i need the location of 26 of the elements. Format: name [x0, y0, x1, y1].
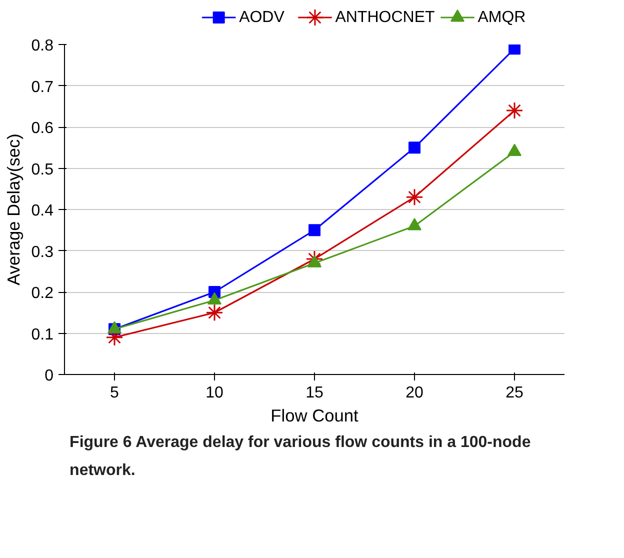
legend-label: AODV	[239, 9, 285, 26]
y-axis-title: Average Delay(sec)	[3, 134, 24, 286]
y-tick-label: 0.5	[31, 161, 54, 178]
point	[406, 188, 424, 206]
y-tick-label: 0.1	[31, 326, 54, 344]
point	[408, 142, 420, 154]
x-axis-title: Flow Count	[270, 406, 359, 426]
y-tick-label: 0.3	[31, 244, 54, 261]
y-tick-label: 0.7	[31, 78, 54, 96]
x-tick-label: 15	[306, 384, 324, 402]
y-tick-label: 0.2	[31, 285, 54, 302]
y-tick-label: 0.8	[31, 38, 54, 54]
y-tick-label: 0.4	[31, 202, 54, 220]
point	[206, 304, 224, 322]
x-tick-label: 25	[506, 384, 524, 402]
legend-label: ANTHOCNET	[335, 9, 435, 26]
x-tick-label: 20	[406, 384, 424, 402]
point	[308, 224, 320, 236]
point	[508, 44, 520, 55]
x-tick-label: 5	[110, 384, 120, 402]
legend-label: AMQR	[478, 9, 526, 26]
y-tick-label: 0	[44, 368, 54, 384]
x-tick-label: 10	[206, 384, 224, 402]
caption: Figure 6 Average delay for various flow counts in a 100-node network.	[70, 434, 531, 479]
y-tick-label: 0.6	[31, 120, 54, 137]
point	[506, 102, 524, 120]
